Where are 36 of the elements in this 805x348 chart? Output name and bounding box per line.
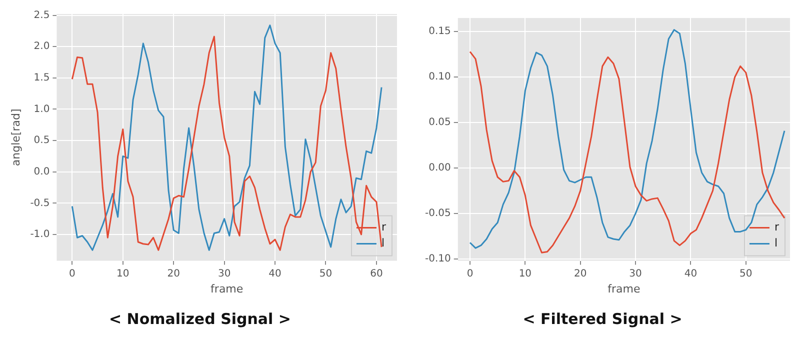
legend-label: l (774, 236, 778, 250)
y-axis-title: angle[rad] (9, 108, 22, 166)
y-tick-label: -0.5 (30, 198, 50, 209)
y-tick-label: 0.10 (428, 72, 451, 83)
y-tick-label: 0.00 (428, 162, 451, 174)
legend-label: l (381, 236, 385, 250)
x-tick-label: 40 (268, 268, 282, 280)
text: < Nomalized Signal > (109, 310, 291, 328)
x-tick-label: 60 (370, 268, 383, 280)
y-tick-label: 0.0 (34, 166, 50, 178)
y-tick-label: 0.5 (34, 135, 50, 146)
x-tick-label: 0 (68, 268, 76, 280)
x-tick-label: 20 (574, 268, 587, 280)
y-tick-label: -0.05 (425, 208, 451, 220)
x-tick-label: 30 (218, 268, 231, 280)
y-tick-label: 0.05 (428, 117, 451, 128)
y-tick-label: 2.0 (34, 41, 50, 52)
legend-label: r (774, 220, 780, 234)
y-tick-label: 1.5 (34, 72, 50, 84)
x-tick-label: 40 (684, 268, 698, 280)
x-tick-label: 0 (466, 268, 474, 280)
x-tick-label: 10 (116, 268, 130, 280)
y-tick-label: -0.10 (425, 254, 451, 265)
x-tick-label: 20 (167, 268, 180, 280)
y-tick-label: 0.15 (428, 26, 451, 38)
x-tick-label: 10 (518, 268, 532, 280)
y-tick-label: 1.0 (34, 104, 50, 115)
text: < Filtered Signal > (522, 310, 682, 328)
legend-label: r (381, 220, 386, 234)
x-axis-title: frame (608, 282, 640, 296)
x-tick-label: 50 (319, 268, 332, 280)
y-tick-label: -1.0 (30, 229, 50, 240)
x-tick-label: 50 (739, 268, 752, 280)
y-tick-label: 2.5 (34, 10, 50, 21)
x-axis-title: frame (210, 282, 244, 296)
x-tick-label: 30 (629, 268, 642, 280)
